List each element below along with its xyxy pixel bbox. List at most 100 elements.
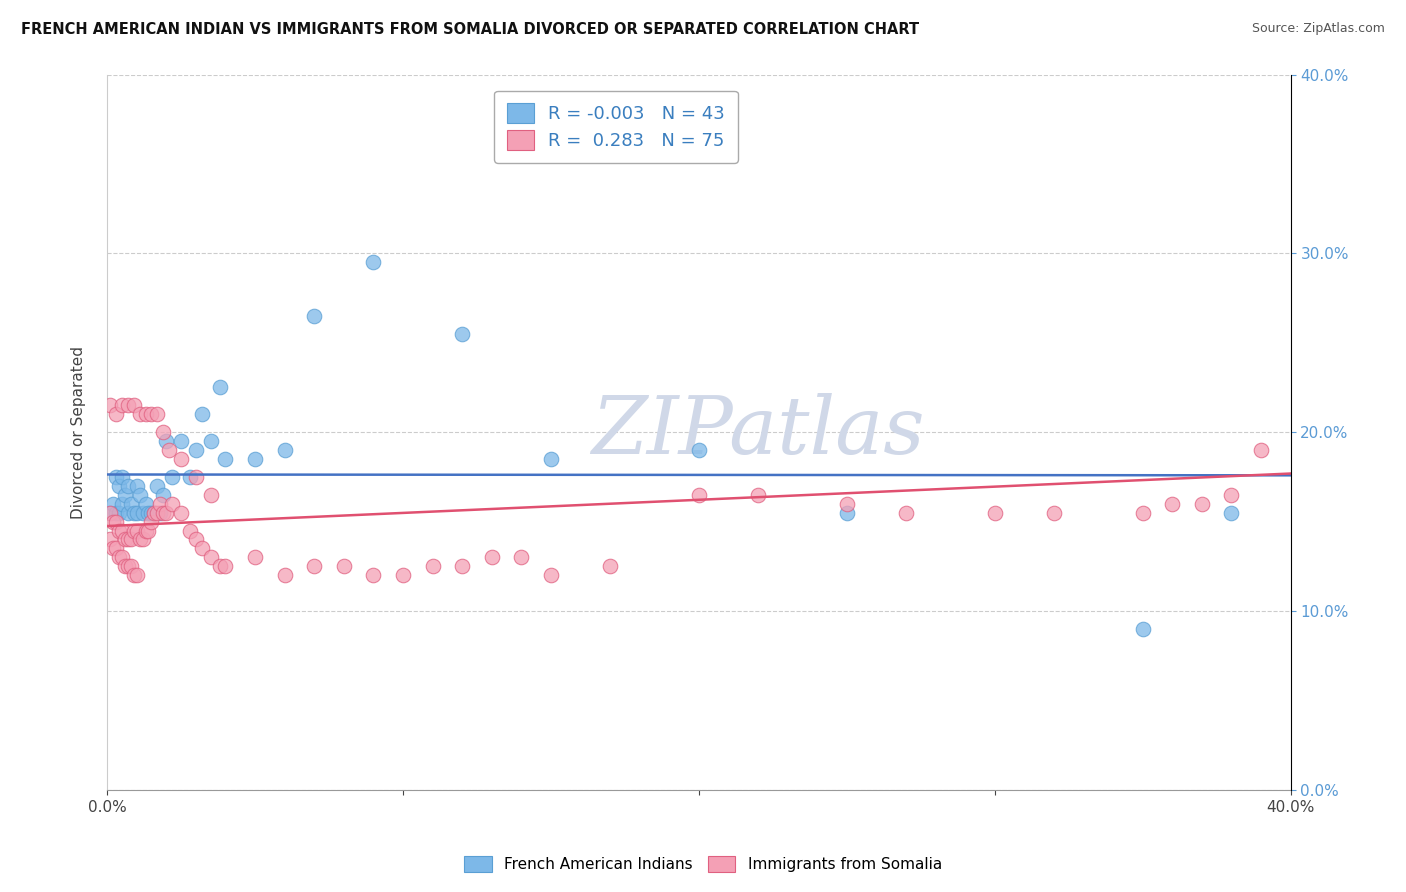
Point	[108, 550, 131, 565]
Point	[128, 407, 150, 421]
Point	[190, 407, 212, 421]
Point	[1250, 443, 1272, 458]
Point	[170, 452, 193, 467]
Point	[190, 541, 212, 556]
Point	[120, 559, 142, 574]
Point	[108, 524, 131, 538]
Point	[122, 398, 145, 412]
Point	[184, 443, 207, 458]
Point	[1161, 497, 1184, 511]
Point	[1132, 622, 1154, 636]
Point	[894, 506, 917, 520]
Point	[392, 568, 415, 582]
Point	[138, 524, 160, 538]
Point	[149, 506, 172, 520]
Point	[184, 533, 207, 547]
Point	[120, 533, 142, 547]
Point	[835, 497, 858, 511]
Point	[540, 452, 562, 467]
Point	[98, 398, 121, 412]
Legend: R = -0.003   N = 43, R =  0.283   N = 75: R = -0.003 N = 43, R = 0.283 N = 75	[495, 91, 738, 163]
Point	[146, 407, 169, 421]
Point	[125, 506, 148, 520]
Point	[214, 452, 236, 467]
Point	[273, 568, 295, 582]
Point	[243, 452, 266, 467]
Point	[208, 380, 231, 394]
Point	[143, 506, 166, 520]
Y-axis label: Divorced or Separated: Divorced or Separated	[72, 346, 86, 518]
Point	[155, 506, 177, 520]
Point	[273, 443, 295, 458]
Point	[152, 425, 174, 440]
Point	[146, 479, 169, 493]
Point	[200, 550, 222, 565]
Point	[135, 497, 157, 511]
Point	[125, 524, 148, 538]
Text: ZIPatlas: ZIPatlas	[592, 393, 925, 471]
Point	[104, 506, 127, 520]
Point	[141, 506, 163, 520]
Point	[135, 407, 157, 421]
Point	[101, 541, 124, 556]
Point	[688, 443, 710, 458]
Point	[101, 497, 124, 511]
Point	[117, 533, 139, 547]
Point	[333, 559, 356, 574]
Point	[128, 488, 150, 502]
Point	[98, 506, 121, 520]
Point	[117, 479, 139, 493]
Point	[138, 506, 160, 520]
Point	[599, 559, 621, 574]
Point	[481, 550, 503, 565]
Point	[1220, 488, 1243, 502]
Point	[1132, 506, 1154, 520]
Point	[114, 533, 136, 547]
Point	[302, 309, 325, 323]
Point	[160, 470, 183, 484]
Point	[422, 559, 444, 574]
Point	[363, 568, 385, 582]
Point	[208, 559, 231, 574]
Point	[451, 559, 474, 574]
Text: Source: ZipAtlas.com: Source: ZipAtlas.com	[1251, 22, 1385, 36]
Point	[179, 524, 201, 538]
Point	[143, 506, 166, 520]
Point	[146, 506, 169, 520]
Point	[122, 506, 145, 520]
Point	[835, 506, 858, 520]
Point	[108, 506, 131, 520]
Point	[363, 255, 385, 269]
Point	[149, 497, 172, 511]
Point	[111, 550, 134, 565]
Point	[114, 559, 136, 574]
Point	[688, 488, 710, 502]
Point	[184, 470, 207, 484]
Point	[170, 434, 193, 449]
Point	[125, 568, 148, 582]
Point	[122, 524, 145, 538]
Point	[510, 550, 533, 565]
Point	[983, 506, 1005, 520]
Point	[1191, 497, 1213, 511]
Point	[111, 398, 134, 412]
Point	[101, 515, 124, 529]
Point	[114, 488, 136, 502]
Point	[104, 541, 127, 556]
Point	[120, 497, 142, 511]
Point	[1220, 506, 1243, 520]
Point	[111, 524, 134, 538]
Point	[98, 533, 121, 547]
Point	[200, 488, 222, 502]
Point	[131, 533, 153, 547]
Point	[160, 497, 183, 511]
Point	[302, 559, 325, 574]
Point	[104, 407, 127, 421]
Point	[200, 434, 222, 449]
Point	[108, 479, 131, 493]
Point	[131, 506, 153, 520]
Point	[1043, 506, 1066, 520]
Point	[122, 568, 145, 582]
Legend: French American Indians, Immigrants from Somalia: French American Indians, Immigrants from…	[457, 848, 949, 880]
Point	[125, 479, 148, 493]
